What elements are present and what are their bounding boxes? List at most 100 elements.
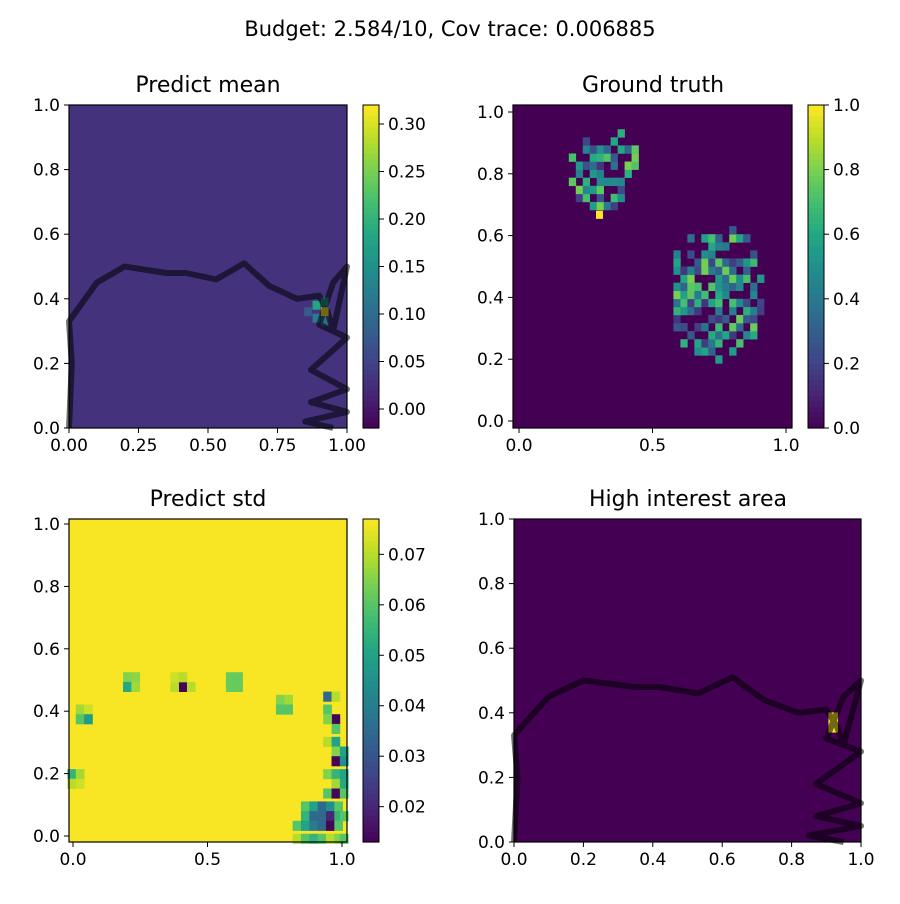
predict-mean-colorbar-gradient-step [363, 234, 379, 241]
predict-mean-colorbar-tick-label: 0.05 [388, 353, 426, 373]
predict-mean-colorbar-gradient-step [363, 271, 379, 278]
predict-std-x-tick-label: 0.0 [59, 850, 86, 870]
ground-truth-cell [757, 298, 765, 308]
ground-truth-colorbar-gradient-step [808, 191, 824, 198]
ground-truth-colorbar-gradient-step [808, 148, 824, 155]
predict-mean-x-tick-label: 0.50 [189, 436, 227, 456]
ground-truth-cell [673, 290, 681, 300]
predict-mean-colorbar-gradient-step [363, 174, 379, 181]
ground-truth-colorbar-gradient-step [808, 320, 824, 327]
predict-mean-colorbar-gradient-step [363, 341, 379, 348]
predict-std-cell [323, 704, 332, 715]
predict-std-colorbar-gradient-step [363, 524, 379, 531]
predict-std-cell [339, 788, 349, 799]
predict-mean-colorbar-gradient-step [363, 358, 379, 364]
predict-std-cell [339, 778, 349, 789]
ground-truth-cell [673, 298, 681, 308]
ground-truth-cell [589, 185, 597, 195]
ground-truth-cell [617, 129, 625, 138]
predict-std-cell [275, 694, 285, 705]
predict-mean-colorbar-gradient-step [363, 223, 379, 230]
ground-truth-cell [715, 258, 723, 267]
predict-std-colorbar-gradient-step [363, 755, 379, 762]
predict-std-cell [170, 681, 179, 693]
ground-truth-colorbar-gradient-step [808, 325, 824, 332]
ground-truth-cell [589, 201, 597, 211]
ground-truth-cell [701, 290, 709, 300]
predict-std-colorbar-gradient-step [363, 626, 379, 633]
predict-mean-colorbar-gradient-step [363, 320, 379, 327]
predict-std-colorbar-gradient-step [363, 815, 379, 822]
ground-truth-colorbar-tick-label: 0.2 [833, 354, 860, 374]
ground-truth-cell [736, 234, 744, 243]
ground-truth-cell [757, 306, 765, 316]
predict-std-colorbar-gradient-step [363, 723, 379, 730]
ground-truth-cell [701, 250, 709, 259]
predict-mean-colorbar-gradient-step [363, 304, 379, 311]
ground-truth-cell [687, 250, 695, 259]
ground-truth-colorbar-gradient-step [808, 293, 824, 300]
ground-truth-cell [743, 234, 751, 243]
ground-truth-cell [708, 298, 716, 308]
ground-truth-cell [708, 258, 716, 267]
predict-std-colorbar-gradient-step [363, 696, 379, 703]
predict-mean-colorbar-gradient-step [363, 131, 379, 138]
ground-truth-cell [736, 314, 744, 324]
ground-truth-colorbar-gradient-step [808, 341, 824, 348]
ground-truth-cell [708, 347, 716, 356]
predict-std-colorbar-gradient-step [363, 707, 379, 714]
predict-std-cell [325, 820, 335, 831]
ground-truth-colorbar-frame [807, 104, 825, 429]
predict-std-colorbar-gradient-step [363, 831, 379, 838]
ground-truth-colorbar-gradient-step [808, 336, 824, 343]
predict-std-cell [309, 801, 318, 812]
ground-truth-colorbar-gradient-step [808, 185, 824, 192]
ground-truth-colorbar-gradient-step [808, 250, 824, 257]
ground-truth-cell [743, 258, 751, 267]
predict-std-cell [331, 769, 341, 780]
ground-truth-cell [729, 298, 737, 308]
ground-truth-colorbar-gradient-step [808, 234, 824, 241]
high-interest-y-tick-label: 0.2 [478, 768, 505, 788]
predict-std-colorbar-gradient-step [363, 766, 379, 773]
predict-std-cell [323, 714, 332, 725]
predict-mean-y-tick-label: 1.0 [33, 96, 60, 116]
ground-truth-cell [610, 201, 618, 211]
ground-truth-cell [701, 339, 709, 348]
ground-truth-cell [701, 323, 709, 332]
ground-truth-cell [743, 298, 751, 308]
predict-mean-colorbar-gradient-step [363, 314, 379, 321]
predict-mean-colorbar-gradient-step [363, 282, 379, 289]
predict-std-colorbar-gradient-step [363, 519, 379, 525]
predict-std-y-tick-label: 0.2 [33, 765, 60, 785]
ground-truth-y-tick-label: 0.6 [477, 227, 504, 247]
ground-truth-cell [687, 331, 695, 340]
ground-truth-cell [757, 274, 765, 283]
ground-truth-cell [736, 298, 744, 308]
ground-truth-colorbar-gradient-step [808, 379, 824, 386]
predict-std-cell [300, 833, 310, 844]
ground-truth-y-tick-label: 0.2 [477, 350, 504, 370]
ground-truth-cell [722, 242, 730, 251]
high-interest-background [514, 519, 861, 842]
predict-mean-colorbar-gradient-step [363, 277, 379, 284]
predict-mean-colorbar-gradient-step [363, 169, 379, 176]
ground-truth-cell [694, 306, 702, 316]
predict-std-cell [334, 811, 344, 822]
predict-std-cell [75, 769, 85, 780]
ground-truth-cell [729, 282, 737, 292]
predict-std-colorbar-gradient-step [363, 572, 379, 579]
predict-std-colorbar-gradient-step [363, 825, 379, 832]
ground-truth-cell [575, 185, 584, 195]
predict-std-colorbar-gradient-step [363, 588, 379, 595]
predict-mean-x-tick-label: 0.75 [259, 436, 297, 456]
ground-truth-colorbar-gradient-step [808, 374, 824, 381]
ground-truth-colorbar-tick-label: 0.4 [833, 290, 860, 310]
ground-truth-cell [708, 314, 716, 324]
ground-truth-cell [750, 250, 758, 259]
ground-truth-colorbar-gradient-step [808, 352, 824, 359]
predict-std-colorbar-tick-label: 0.05 [388, 646, 426, 666]
ground-truth-cell [596, 153, 604, 162]
ground-truth-colorbar-gradient-step [808, 126, 824, 133]
predict-std-cell [339, 769, 349, 780]
